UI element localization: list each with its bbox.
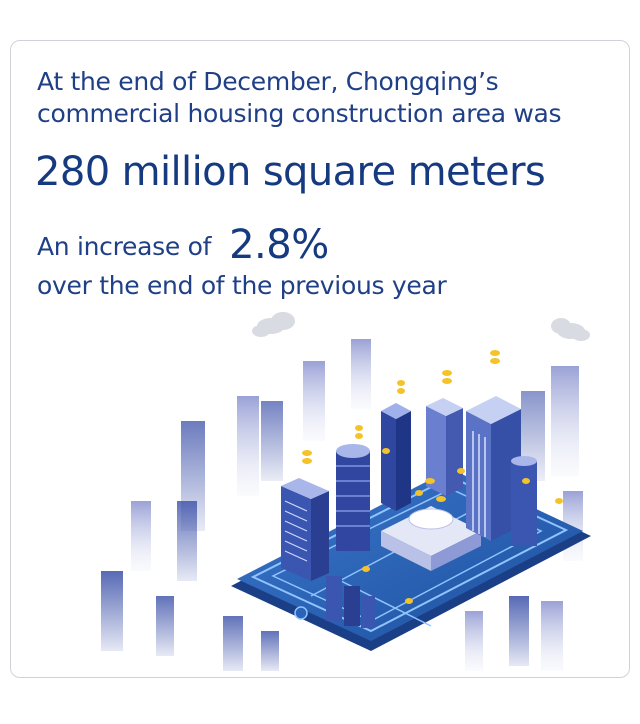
headline-line-1: At the end of December, Chongqing’s [37,67,499,96]
infographic-card: At the end of December, Chongqing’s comm… [10,40,630,678]
highlight-figure: 280 million square meters [35,149,546,195]
cloud-icon [551,318,590,341]
increase-suffix: over the end of the previous year [37,271,447,300]
smart-city-phone-illustration [101,312,591,671]
cloud-icon [252,312,295,337]
tower-cylinder [336,444,370,551]
central-plaza [381,506,481,571]
tower-left [281,478,329,581]
coin-icon [302,350,563,604]
increase-prefix: An increase of [37,232,212,261]
increase-percent: 2.8% [229,222,329,268]
tower-striped [426,398,463,496]
tower-mid [381,403,411,511]
increase-line: An increase of 2.8% [37,219,329,268]
headline-line-2: commercial housing construction area was [37,99,562,128]
tower-right-small [511,456,537,546]
tower-cluster-front [326,576,375,628]
